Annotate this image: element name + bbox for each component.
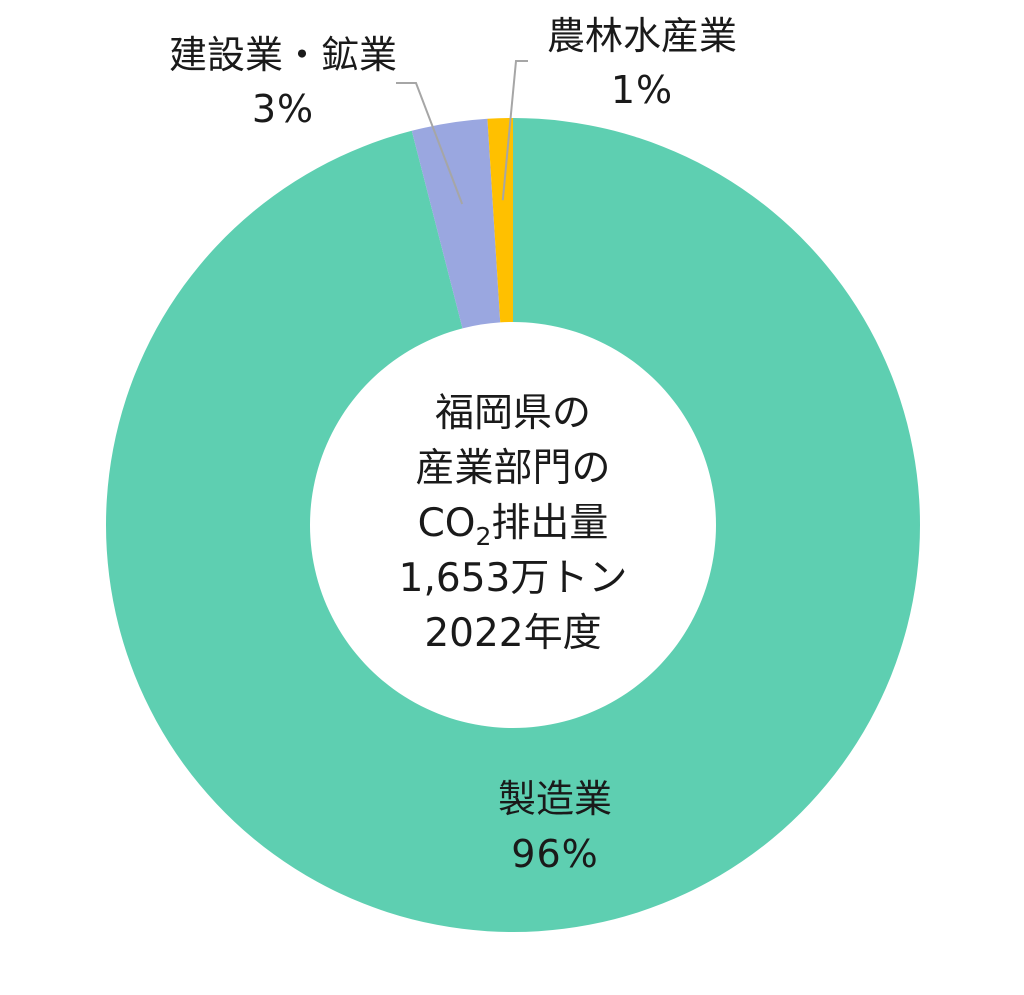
leader-line-agriculture-forestry-fishery bbox=[501, 60, 528, 201]
slice-label-manufacturing: 製造業 bbox=[498, 777, 612, 821]
center-line-2: 産業部門の bbox=[415, 446, 610, 491]
leader-lines-group bbox=[396, 60, 528, 205]
leader-line-construction-mining bbox=[396, 82, 464, 205]
slice-label-agriculture-forestry-fishery: 農林水産業 bbox=[547, 14, 737, 58]
center-line-3-suffix: 排出量 bbox=[491, 501, 608, 546]
slice-value-manufacturing: 96% bbox=[511, 832, 598, 876]
center-line-3: CO2排出量 bbox=[418, 501, 609, 551]
center-line-3-prefix: CO bbox=[418, 501, 476, 546]
center-line-5: 2022年度 bbox=[424, 611, 601, 656]
slice-label-construction-mining: 建設業・鉱業 bbox=[169, 33, 397, 77]
center-line-4: 1,653万トン bbox=[399, 556, 628, 601]
donut-slice-construction-mining bbox=[411, 118, 501, 329]
center-line-1: 福岡県の bbox=[435, 391, 591, 436]
slice-value-agriculture-forestry-fishery: 1% bbox=[611, 68, 673, 112]
donut-slice-manufacturing bbox=[105, 118, 921, 933]
center-line-3-subscript: 2 bbox=[476, 522, 492, 551]
center-label: 福岡県の 産業部門の CO2排出量 1,653万トン 2022年度 bbox=[399, 391, 628, 656]
slice-value-construction-mining: 3% bbox=[252, 87, 314, 131]
slices-group bbox=[105, 118, 921, 933]
